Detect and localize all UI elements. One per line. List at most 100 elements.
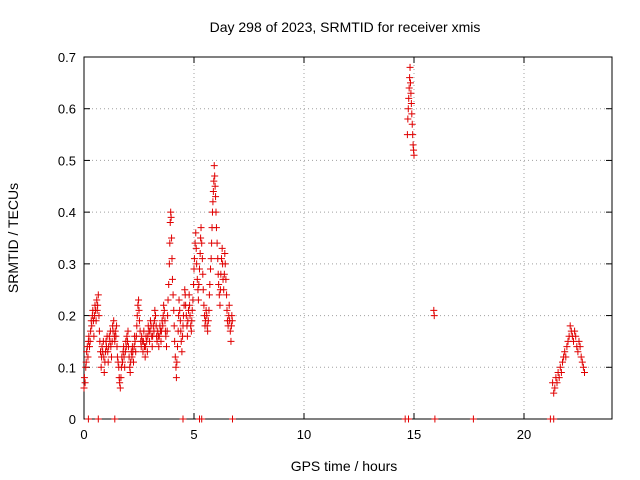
data-point bbox=[94, 291, 102, 299]
data-point bbox=[165, 281, 173, 289]
data-point bbox=[404, 105, 412, 113]
data-point bbox=[210, 177, 218, 185]
data-points bbox=[80, 63, 588, 423]
y-tick-label: 0.6 bbox=[58, 102, 76, 117]
data-point bbox=[213, 239, 221, 247]
data-point bbox=[146, 337, 154, 345]
data-point bbox=[192, 244, 200, 252]
data-point bbox=[572, 332, 580, 340]
data-point-baseline bbox=[179, 415, 187, 423]
data-point bbox=[123, 332, 131, 340]
data-point bbox=[198, 255, 206, 263]
data-point bbox=[204, 327, 212, 335]
data-point bbox=[194, 296, 202, 304]
data-point bbox=[209, 187, 217, 195]
y-tick-label: 0.3 bbox=[58, 257, 76, 272]
data-point bbox=[405, 84, 413, 92]
data-point bbox=[221, 250, 229, 258]
axis-ticks: 0 5 10 15 20 0 0.1 0.2 0.3 0.4 0.5 0.6 0.7 bbox=[58, 50, 612, 442]
data-point-baseline bbox=[431, 415, 439, 423]
data-point bbox=[168, 275, 176, 283]
data-point bbox=[81, 379, 89, 387]
data-point bbox=[227, 337, 235, 345]
data-point bbox=[218, 255, 225, 263]
data-point bbox=[130, 358, 137, 366]
data-point bbox=[410, 151, 418, 159]
data-point bbox=[212, 224, 220, 232]
data-point bbox=[215, 291, 223, 299]
data-point bbox=[555, 374, 563, 382]
data-point bbox=[113, 343, 121, 351]
data-point bbox=[193, 275, 201, 283]
data-point bbox=[204, 317, 212, 325]
data-point bbox=[561, 348, 569, 356]
data-point bbox=[167, 213, 175, 221]
data-point bbox=[87, 327, 95, 335]
data-point bbox=[222, 275, 230, 283]
data-point bbox=[575, 337, 583, 345]
data-point bbox=[168, 255, 176, 263]
data-point bbox=[86, 343, 93, 351]
data-point bbox=[174, 343, 181, 351]
data-point bbox=[163, 343, 170, 351]
data-point-baseline bbox=[84, 415, 92, 423]
data-point bbox=[408, 110, 416, 118]
data-point bbox=[550, 389, 558, 397]
y-tick-label: 0.5 bbox=[58, 153, 76, 168]
data-point bbox=[155, 332, 163, 340]
data-point bbox=[186, 301, 194, 309]
data-point bbox=[80, 384, 88, 392]
data-point bbox=[94, 301, 102, 309]
data-point bbox=[130, 343, 138, 351]
data-point bbox=[577, 353, 585, 361]
data-point bbox=[199, 286, 207, 294]
data-point bbox=[124, 327, 132, 335]
y-axis-title: SRMTID / TECUs bbox=[5, 183, 21, 293]
data-point bbox=[553, 379, 561, 387]
plot-frame bbox=[83, 56, 613, 420]
data-point bbox=[176, 317, 184, 325]
data-point bbox=[111, 327, 119, 335]
data-point bbox=[574, 348, 582, 356]
data-point bbox=[116, 384, 124, 392]
data-point bbox=[151, 306, 159, 314]
data-point bbox=[220, 270, 228, 278]
y-tick-label: 0.1 bbox=[58, 360, 76, 375]
data-point bbox=[170, 306, 178, 314]
data-point bbox=[430, 312, 438, 320]
grid bbox=[84, 57, 612, 419]
data-point bbox=[90, 332, 98, 340]
data-point bbox=[216, 301, 224, 309]
data-point bbox=[197, 224, 205, 232]
data-point bbox=[559, 358, 566, 366]
data-point bbox=[124, 337, 132, 345]
data-point bbox=[161, 317, 169, 325]
data-point bbox=[93, 296, 101, 304]
data-point bbox=[160, 301, 168, 309]
data-point bbox=[221, 260, 229, 268]
data-point bbox=[578, 358, 586, 366]
data-point bbox=[228, 317, 236, 325]
y-tick-label: 0 bbox=[69, 412, 76, 427]
data-point-baseline bbox=[111, 415, 119, 423]
data-point bbox=[141, 353, 149, 361]
data-point-baseline bbox=[405, 415, 412, 423]
x-tick-label: 0 bbox=[80, 427, 87, 442]
data-point bbox=[571, 327, 579, 335]
data-point bbox=[169, 291, 177, 299]
data-point bbox=[196, 250, 204, 258]
data-point bbox=[113, 322, 121, 330]
data-point bbox=[100, 353, 108, 361]
data-point bbox=[175, 296, 183, 304]
data-point bbox=[210, 162, 218, 170]
data-point bbox=[108, 353, 115, 361]
data-point bbox=[198, 239, 206, 247]
data-point bbox=[82, 358, 90, 366]
data-point bbox=[86, 337, 94, 345]
x-tick-label: 10 bbox=[297, 427, 311, 442]
data-point bbox=[207, 265, 214, 273]
data-point bbox=[407, 100, 415, 108]
data-point bbox=[203, 312, 211, 320]
data-point bbox=[117, 374, 125, 382]
data-point bbox=[176, 306, 184, 314]
